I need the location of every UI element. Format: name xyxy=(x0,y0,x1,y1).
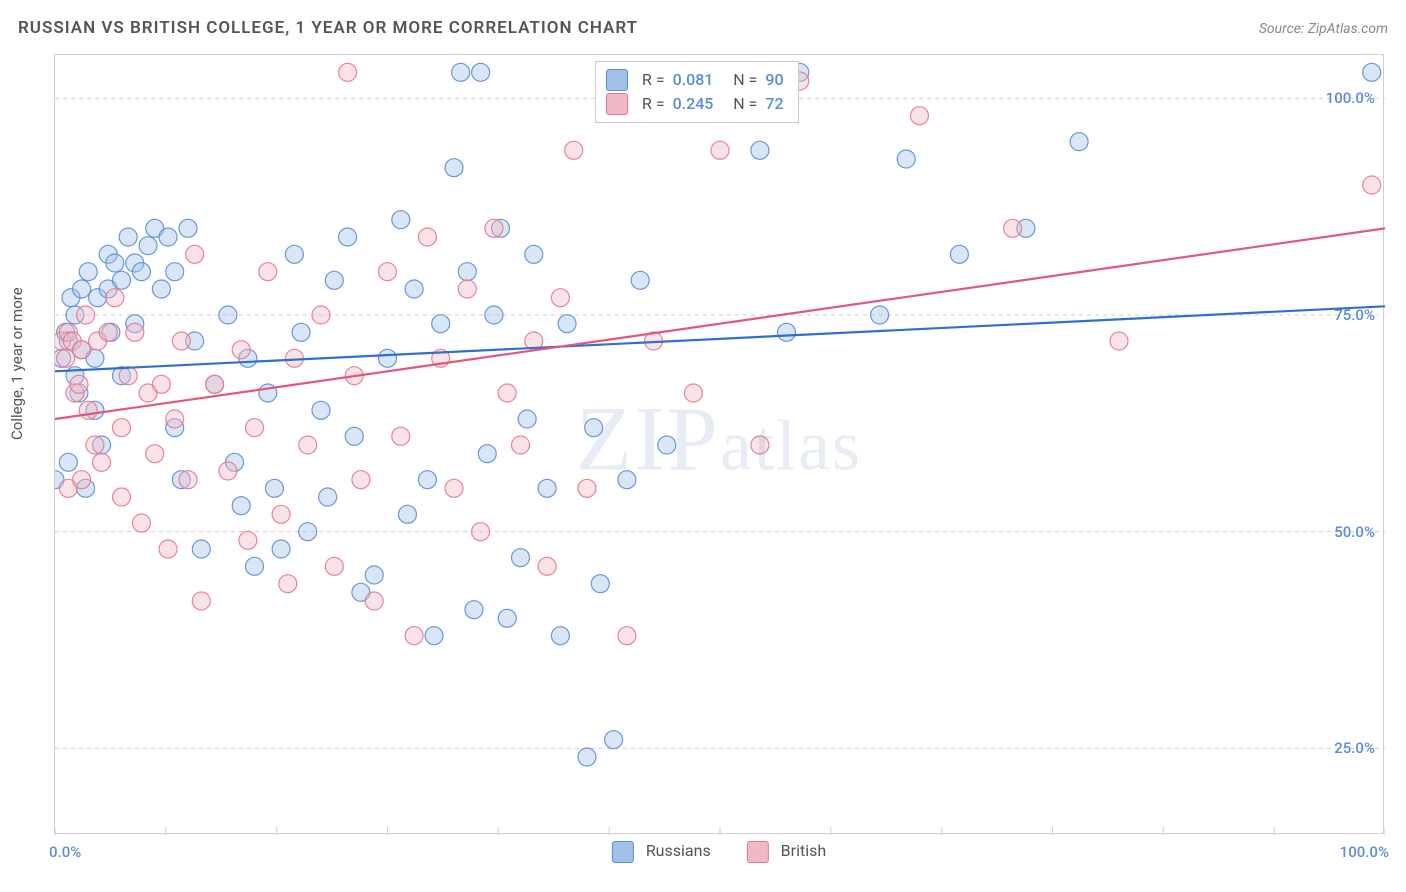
chart-title: RUSSIAN VS BRITISH COLLEGE, 1 YEAR OR MO… xyxy=(18,18,638,38)
header: RUSSIAN VS BRITISH COLLEGE, 1 YEAR OR MO… xyxy=(18,18,1388,38)
scatter-chart-svg xyxy=(55,55,1385,835)
legend-text-russians: R = 0.081 N = 90 xyxy=(638,68,784,92)
plot-area: ZIPatlas R = 0.081 N = 90 R = 0.245 xyxy=(54,54,1384,834)
x-axis-min-label: 0.0% xyxy=(49,843,81,861)
legend-row-russians: R = 0.081 N = 90 xyxy=(606,68,784,92)
y-tick-label: 75.0% xyxy=(1334,306,1375,324)
legend-swatch-russians xyxy=(606,69,628,91)
legend-row-british: R = 0.245 N = 72 xyxy=(606,92,784,116)
series-legend-russians: Russians xyxy=(612,841,711,863)
y-tick-label: 100.0% xyxy=(1326,89,1375,107)
source-attribution: Source: ZipAtlas.com xyxy=(1259,21,1388,37)
series-legend: Russians British xyxy=(612,841,826,863)
series-legend-british: British xyxy=(747,841,826,863)
correlation-legend: R = 0.081 N = 90 R = 0.245 N = 72 xyxy=(595,61,799,123)
x-axis-max-label: 100.0% xyxy=(1340,843,1389,861)
y-axis-label: College, 1 year or more xyxy=(8,287,26,440)
legend-swatch-british xyxy=(606,93,628,115)
series-swatch-british xyxy=(747,841,769,863)
y-tick-label: 50.0% xyxy=(1334,523,1375,541)
legend-text-british: R = 0.245 N = 72 xyxy=(638,92,784,116)
y-tick-label: 25.0% xyxy=(1334,739,1375,757)
series-swatch-russians xyxy=(612,841,634,863)
chart-container: RUSSIAN VS BRITISH COLLEGE, 1 YEAR OR MO… xyxy=(0,0,1406,892)
